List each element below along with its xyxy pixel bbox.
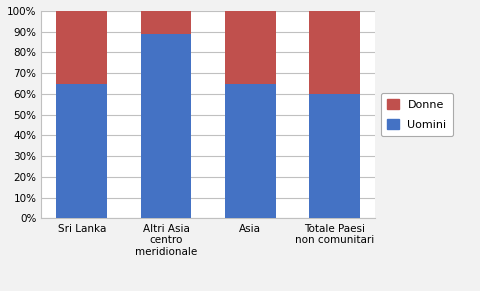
Bar bbox=[56, 84, 107, 218]
Bar bbox=[56, 11, 107, 84]
Bar bbox=[225, 11, 275, 84]
Bar bbox=[225, 84, 275, 218]
Bar bbox=[141, 34, 191, 218]
Bar bbox=[309, 11, 359, 94]
Bar bbox=[309, 94, 359, 218]
Legend: Donne, Uomini: Donne, Uomini bbox=[380, 93, 452, 136]
Bar bbox=[141, 11, 191, 34]
